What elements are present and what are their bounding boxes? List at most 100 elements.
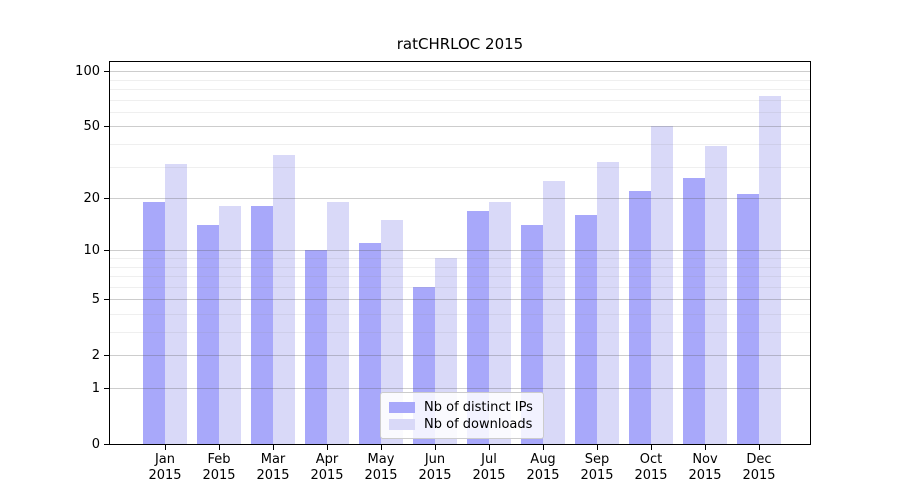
- y-tick-50: [104, 126, 110, 127]
- x-tick-dec: [759, 445, 760, 450]
- x-tick-feb: [219, 445, 220, 450]
- x-tick-jul: [489, 445, 490, 450]
- x-label-year-aug: 2015: [526, 468, 560, 483]
- x-tick-mar: [273, 445, 274, 450]
- x-tick-aug: [543, 445, 544, 450]
- x-tick-oct: [651, 445, 652, 450]
- bar-jan-downloads: [165, 164, 187, 444]
- y-tick-label-5: 5: [91, 292, 100, 307]
- chart-title: ratCHRLOC 2015: [396, 35, 524, 53]
- x-label-month-feb: Feb: [207, 452, 231, 467]
- y-tick-label-100: 100: [75, 64, 100, 79]
- x-tick-label-apr: Apr 2015: [295, 452, 359, 484]
- x-label-month-dec: Dec: [746, 452, 772, 467]
- major-gridline-20: [110, 198, 810, 199]
- y-tick-label-2: 2: [91, 348, 100, 363]
- legend-swatch-distinct-ips: [389, 401, 415, 413]
- bar-feb-ips: [197, 225, 219, 444]
- x-label-month-apr: Apr: [315, 452, 339, 467]
- bar-may-downloads: [381, 220, 403, 444]
- x-label-year-nov: 2015: [688, 468, 722, 483]
- gridlines-layer: [110, 62, 810, 444]
- minor-gridline-70: [110, 100, 810, 101]
- bar-oct-ips: [629, 190, 651, 444]
- x-label-year-apr: 2015: [310, 468, 344, 483]
- x-tick-label-dec: Dec 2015: [727, 452, 791, 484]
- bar-feb-downloads: [219, 206, 241, 444]
- x-label-year-jul: 2015: [472, 468, 506, 483]
- x-label-month-jun: Jun: [424, 452, 446, 467]
- bar-mar-ips: [251, 206, 273, 444]
- x-tick-may: [381, 445, 382, 450]
- legend-item-distinct-ips: Nb of distinct IPs: [389, 399, 535, 415]
- x-label-month-may: May: [367, 452, 395, 467]
- bar-mar-downloads: [273, 154, 295, 444]
- x-tick-label-jun: Jun 2015: [403, 452, 467, 484]
- x-label-year-may: 2015: [364, 468, 398, 483]
- x-tick-jan: [165, 445, 166, 450]
- plot-area: [109, 61, 811, 445]
- major-gridline-50: [110, 126, 810, 127]
- x-tick-jun: [435, 445, 436, 450]
- y-tick-label-1: 1: [91, 381, 100, 396]
- y-tick-label-10: 10: [83, 243, 100, 258]
- y-tick-0: [104, 444, 110, 445]
- x-label-year-jan: 2015: [148, 468, 182, 483]
- x-label-year-sep: 2015: [580, 468, 614, 483]
- major-gridline-10: [110, 250, 810, 251]
- x-tick-label-nov: Nov 2015: [673, 452, 737, 484]
- bar-aug-downloads: [543, 180, 565, 444]
- x-tick-label-feb: Feb 2015: [187, 452, 251, 484]
- x-tick-label-may: May 2015: [349, 452, 413, 484]
- minor-gridline-40: [110, 144, 810, 145]
- legend: Nb of distinct IPs Nb of downloads: [380, 392, 544, 439]
- minor-gridline-90: [110, 80, 810, 81]
- x-label-month-mar: Mar: [260, 452, 286, 467]
- x-tick-label-aug: Aug 2015: [511, 452, 575, 484]
- x-label-month-jul: Jul: [481, 452, 497, 467]
- bar-apr-ips: [305, 250, 327, 444]
- major-gridline-5: [110, 299, 810, 300]
- x-label-year-oct: 2015: [634, 468, 668, 483]
- x-tick-label-jan: Jan 2015: [133, 452, 197, 484]
- x-label-month-sep: Sep: [584, 452, 610, 467]
- x-label-month-nov: Nov: [692, 452, 718, 467]
- x-label-year-dec: 2015: [742, 468, 776, 483]
- minor-gridline-8: [110, 267, 810, 268]
- legend-label-distinct-ips: Nb of distinct IPs: [424, 399, 533, 415]
- y-tick-5: [104, 299, 110, 300]
- y-tick-label-20: 20: [83, 191, 100, 206]
- y-tick-label-50: 50: [83, 119, 100, 134]
- major-gridline-100: [110, 71, 810, 72]
- x-label-month-aug: Aug: [530, 452, 556, 467]
- y-tick-1: [104, 388, 110, 389]
- minor-gridline-4: [110, 314, 810, 315]
- x-tick-label-mar: Mar 2015: [241, 452, 305, 484]
- bar-may-ips: [359, 243, 381, 444]
- minor-gridline-60: [110, 112, 810, 113]
- bar-aug-ips: [521, 225, 543, 444]
- bar-sep-downloads: [597, 161, 619, 444]
- y-tick-20: [104, 198, 110, 199]
- bar-jul-ips: [467, 210, 489, 444]
- minor-gridline-80: [110, 89, 810, 90]
- minor-gridline-30: [110, 167, 810, 168]
- bar-apr-downloads: [327, 202, 349, 444]
- bar-oct-downloads: [651, 126, 673, 444]
- bar-jan-ips: [143, 202, 165, 444]
- legend-swatch-downloads: [389, 418, 415, 430]
- x-label-year-jun: 2015: [418, 468, 452, 483]
- bars-layer: [110, 62, 810, 444]
- legend-label-downloads: Nb of downloads: [424, 416, 533, 432]
- minor-gridline-3: [110, 332, 810, 333]
- legend-item-downloads: Nb of downloads: [389, 416, 535, 432]
- major-gridline-2: [110, 355, 810, 356]
- bar-jul-downloads: [489, 202, 511, 444]
- x-tick-sep: [597, 445, 598, 450]
- x-tick-label-sep: Sep 2015: [565, 452, 629, 484]
- minor-gridline-6: [110, 287, 810, 288]
- x-label-month-jan: Jan: [154, 452, 176, 467]
- x-tick-label-oct: Oct 2015: [619, 452, 683, 484]
- y-tick-2: [104, 355, 110, 356]
